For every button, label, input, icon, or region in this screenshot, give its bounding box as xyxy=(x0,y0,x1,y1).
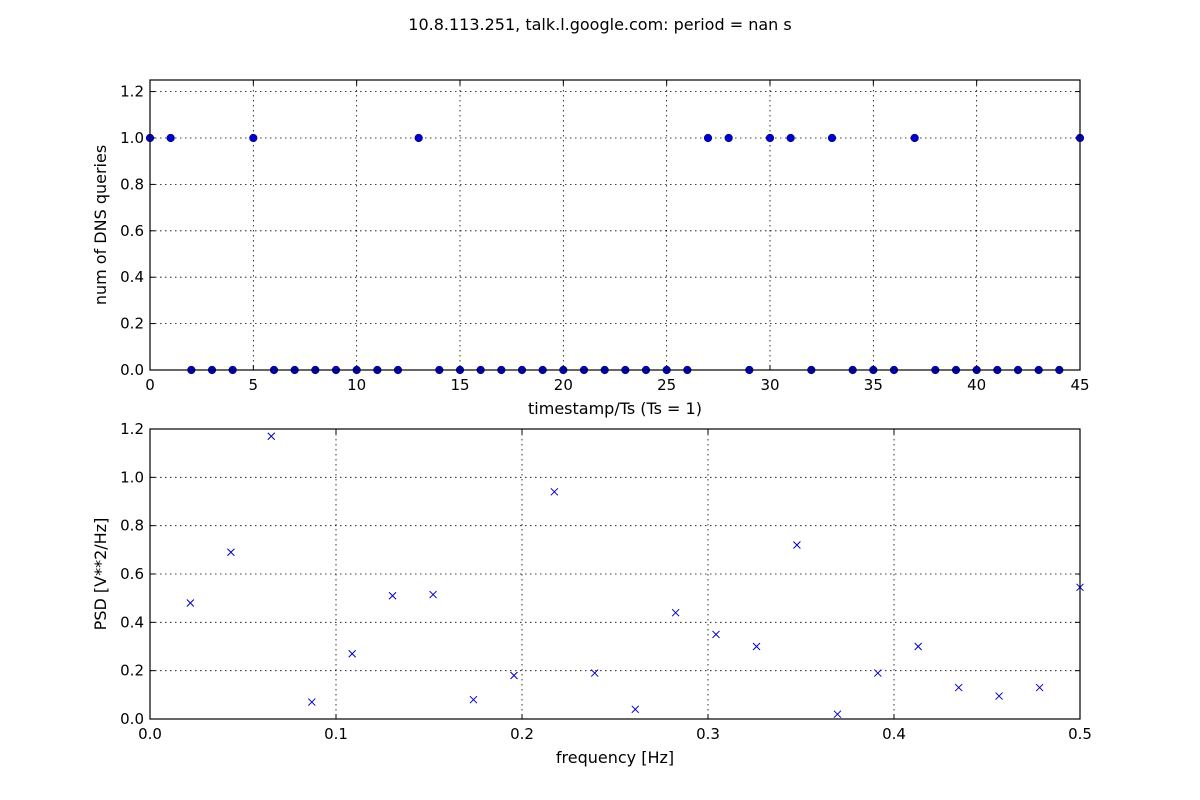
x-tick-label: 0 xyxy=(145,376,155,394)
x-tick-label: 15 xyxy=(450,376,469,394)
data-point xyxy=(914,642,923,651)
x-tick-label: 20 xyxy=(554,376,573,394)
dns-query-plot: 0 5 10 15 20 25 30 35 40 45 0.0 0.2 0.4 0.6 0.8 1.0 1.2 t… xyxy=(91,79,1090,418)
y-tick-label: 0.8 xyxy=(120,175,144,193)
x-axis-label: timestamp/Ts (Ts = 1) xyxy=(528,399,702,418)
data-point xyxy=(827,133,837,143)
y-axis-label: num of DNS queries xyxy=(91,145,110,305)
y-tick-label: 0.4 xyxy=(120,613,144,631)
data-point xyxy=(1035,683,1044,692)
y-tick-label: 0.0 xyxy=(120,710,144,728)
x-tick-label: 30 xyxy=(760,376,779,394)
x-tick-label: 40 xyxy=(967,376,986,394)
x-tick-label: 35 xyxy=(864,376,883,394)
x-tick-label: 5 xyxy=(249,376,259,394)
data-point xyxy=(873,669,882,677)
data-point xyxy=(590,669,599,677)
x-tick-label: 25 xyxy=(657,376,676,394)
plot-frame xyxy=(149,428,1081,720)
x-tick-label: 0.5 xyxy=(1068,725,1092,743)
plot-frame xyxy=(149,79,1081,371)
x-tick-label: 0.2 xyxy=(510,725,534,743)
y-tick-label: 0.2 xyxy=(120,315,144,333)
x-tick-label: 45 xyxy=(1070,376,1089,394)
data-point xyxy=(793,541,801,549)
data-point xyxy=(752,642,761,651)
psd-plot: 0.0 0.1 0.2 0.3 0.4 0.5 0.0 0.2 0.4 0.6 0.8 1.0 1.2 f… xyxy=(91,420,1092,767)
y-tick-label: 1.0 xyxy=(120,468,144,486)
data-point xyxy=(712,630,720,639)
data-point xyxy=(995,692,1003,700)
data-point xyxy=(724,133,733,143)
y-tick-label: 0.8 xyxy=(120,517,144,535)
y-tick-label: 0.6 xyxy=(120,565,144,583)
x-tick-label: 0.1 xyxy=(324,725,348,743)
data-point xyxy=(510,671,518,680)
data-point xyxy=(307,698,316,706)
x-tick-label: 10 xyxy=(347,376,366,394)
data-point xyxy=(348,649,357,658)
data-point xyxy=(910,133,919,143)
data-point xyxy=(166,133,175,143)
data-point xyxy=(429,590,437,599)
data-point xyxy=(227,548,235,557)
data-point xyxy=(414,133,423,143)
y-tick-label: 0.4 xyxy=(120,268,144,286)
data-point xyxy=(249,133,258,143)
data-point xyxy=(388,591,397,600)
y-tick-label: 0.6 xyxy=(120,222,144,240)
y-axis-label: PSD [V**2/Hz] xyxy=(91,518,110,631)
data-point xyxy=(833,710,842,719)
data-point xyxy=(186,599,195,607)
data-point xyxy=(954,683,963,692)
x-axis-label: frequency [Hz] xyxy=(556,748,674,767)
y-tick-label: 0.0 xyxy=(120,361,144,379)
y-tick-label: 1.2 xyxy=(120,420,144,438)
data-point xyxy=(469,695,478,704)
data-point xyxy=(786,133,795,143)
data-point xyxy=(671,608,680,617)
data-point xyxy=(550,487,559,496)
data-point xyxy=(631,705,640,714)
data-point xyxy=(703,133,713,143)
data-point xyxy=(765,133,775,143)
y-tick-label: 1.0 xyxy=(120,129,144,147)
y-tick-label: 1.2 xyxy=(120,83,144,101)
figure-title: 10.8.113.251, talk.l.google.com: period … xyxy=(408,15,791,34)
y-tick-label: 0.2 xyxy=(120,662,144,680)
data-point xyxy=(267,432,276,441)
x-tick-label: 0.3 xyxy=(696,725,720,743)
x-tick-label: 0.4 xyxy=(882,725,906,743)
x-tick-label: 0.0 xyxy=(138,725,162,743)
